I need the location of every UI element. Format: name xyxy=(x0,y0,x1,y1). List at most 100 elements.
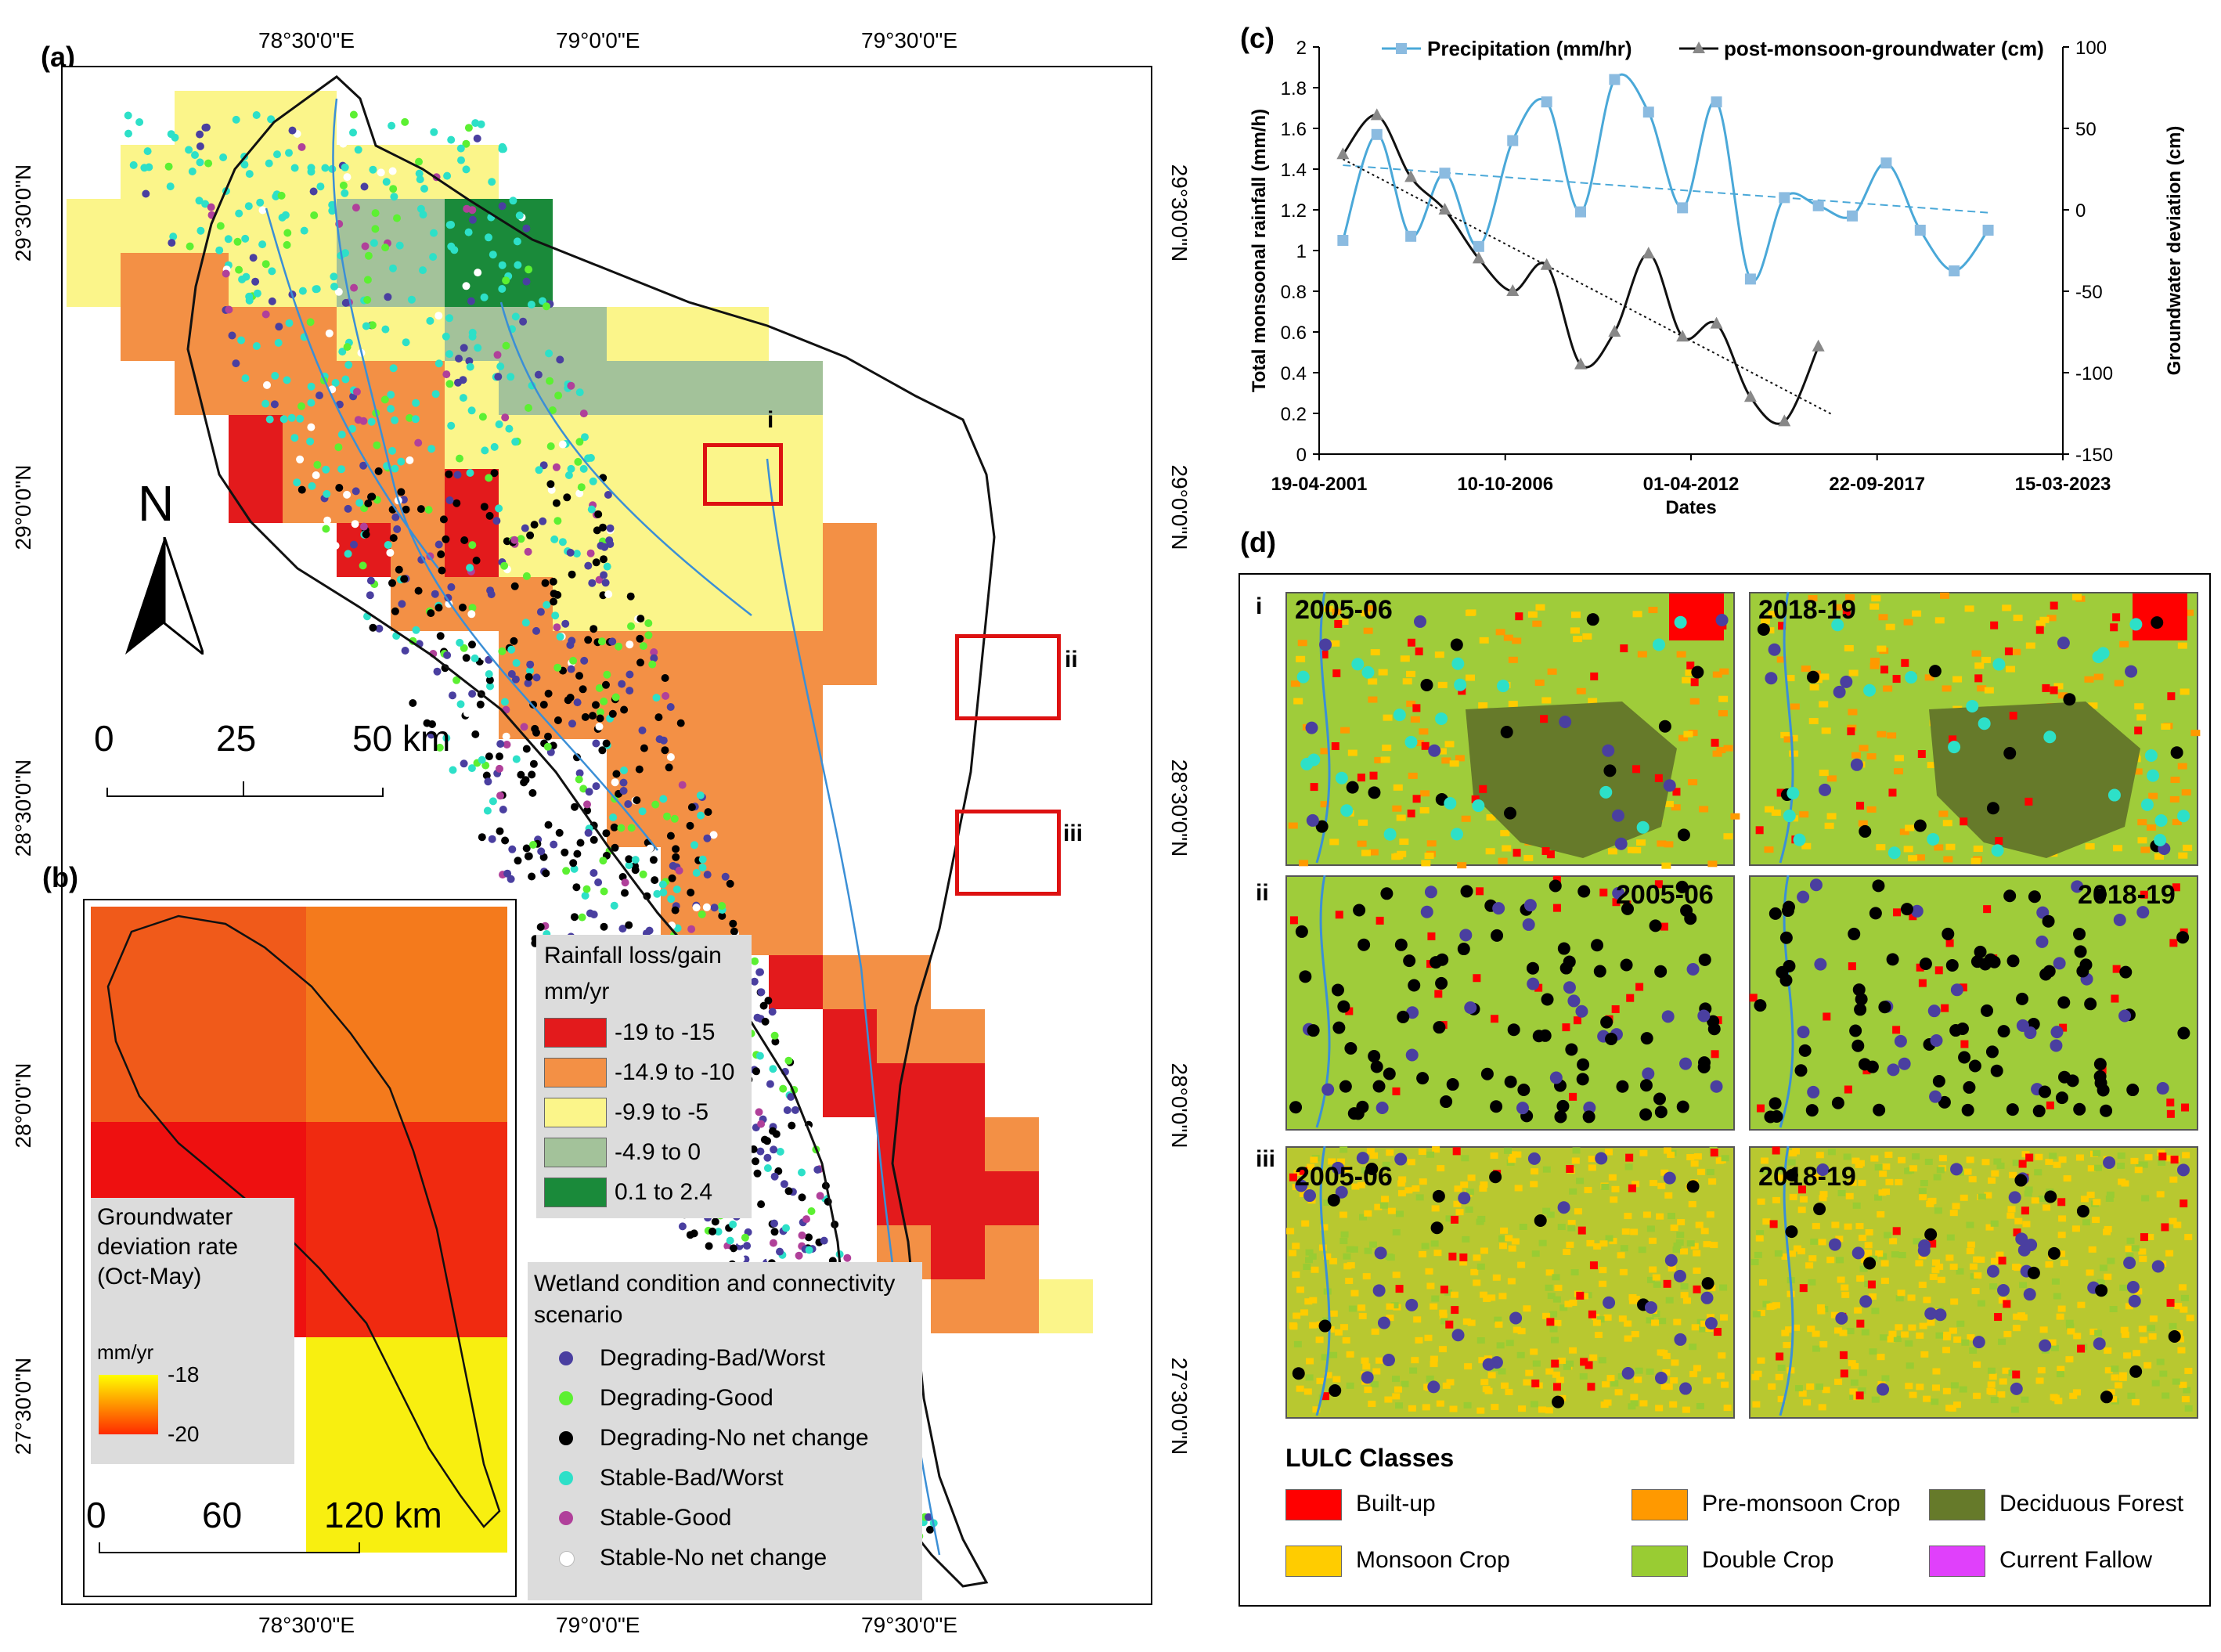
builtup-patch xyxy=(2003,1300,2011,1308)
wetland-point xyxy=(2028,890,2041,904)
crop-patch xyxy=(2035,620,2046,627)
crop-patch xyxy=(1619,1268,1628,1275)
wetland-point xyxy=(1433,1021,1446,1034)
crop-patch xyxy=(1424,853,1434,860)
gw-point xyxy=(1574,357,1588,370)
rainfall-cell xyxy=(769,523,823,577)
crop-patch xyxy=(1292,1271,1300,1279)
crop-patch xyxy=(1973,1256,1981,1263)
crop-patch xyxy=(1538,1406,1546,1413)
wetland-point xyxy=(2003,889,2017,903)
wetland-point xyxy=(612,770,621,778)
crop-patch xyxy=(1411,1357,1419,1364)
wetland-point xyxy=(322,465,330,474)
wetland-point xyxy=(459,603,467,611)
crop-patch xyxy=(1978,1193,1986,1200)
crop-patch xyxy=(1882,1189,1891,1196)
wetland-point xyxy=(502,732,510,741)
wetland-point xyxy=(341,375,350,384)
crop-patch xyxy=(1358,819,1368,826)
crop-patch xyxy=(2067,1328,2075,1335)
crop-patch xyxy=(1466,1189,1474,1196)
wetland-point xyxy=(621,878,629,887)
crop-patch xyxy=(1635,1367,1643,1374)
crop-patch xyxy=(1599,1267,1607,1274)
wetland-point xyxy=(633,796,641,805)
wetland-point xyxy=(1577,885,1591,898)
crop-patch xyxy=(1576,1178,1585,1185)
builtup-patch xyxy=(2025,1153,2034,1162)
builtup-patch xyxy=(1445,1320,1454,1329)
wetland-point xyxy=(626,640,634,649)
wetland-point xyxy=(1878,1001,1891,1014)
wetland-point xyxy=(2176,1163,2190,1177)
wetland-point xyxy=(447,421,456,430)
wetland-point xyxy=(1958,1051,1971,1064)
row-label-i: i xyxy=(1256,593,1263,619)
wetland-point xyxy=(1593,965,1606,978)
crop-patch xyxy=(1905,824,1915,831)
wetland-point xyxy=(354,416,362,424)
crop-patch xyxy=(1638,1246,1646,1253)
x-tick-label: 19-04-2001 xyxy=(1271,474,1368,495)
wetland-point xyxy=(2140,798,2154,811)
rainfall-cell xyxy=(985,1279,1039,1333)
wetland-point xyxy=(1859,1295,1873,1308)
crop-patch xyxy=(1859,1235,1867,1242)
wetland-point xyxy=(2147,769,2160,782)
wetland-point xyxy=(1340,804,1354,817)
wetland-point xyxy=(290,164,299,172)
wetland-point xyxy=(1852,983,1866,997)
wetland-point xyxy=(604,590,613,598)
crop-patch xyxy=(2104,1367,2113,1374)
crop-patch xyxy=(1927,1198,1935,1205)
wetland-point xyxy=(1851,1039,1865,1052)
crop-patch xyxy=(1340,1231,1349,1238)
crop-patch xyxy=(1480,1247,1488,1254)
crop-patch xyxy=(1628,1293,1637,1300)
wetland-point xyxy=(718,911,727,920)
crop-patch xyxy=(1993,1158,2002,1165)
crop-patch xyxy=(1940,592,1950,599)
crop-patch xyxy=(2054,1398,2063,1405)
crop-patch xyxy=(1637,651,1647,658)
wetland-point xyxy=(524,547,532,556)
crop-patch xyxy=(1323,1199,1332,1207)
crop-patch xyxy=(2138,1326,2147,1333)
wetland-point xyxy=(297,142,306,151)
wetland-point xyxy=(1968,1059,1981,1073)
crop-patch xyxy=(1856,1275,1865,1282)
wetland-point xyxy=(570,864,579,873)
builtup-patch xyxy=(1299,1167,1307,1175)
wetland-point xyxy=(2066,1074,2079,1088)
wetland-point xyxy=(375,624,384,633)
crop-patch xyxy=(1632,611,1642,618)
wetland-point xyxy=(555,828,564,837)
wetland-point xyxy=(600,697,608,705)
crop-patch xyxy=(2190,730,2201,737)
crop-patch xyxy=(1636,839,1646,846)
crop-patch xyxy=(2181,1396,2190,1403)
wetland-point xyxy=(1754,999,1767,1012)
wetland-point xyxy=(2044,1190,2057,1203)
wetland-point xyxy=(354,146,362,154)
wetland-point xyxy=(573,849,582,858)
wetland-point xyxy=(687,803,696,811)
builtup-patch xyxy=(1369,771,1378,780)
wetland-point xyxy=(753,1013,762,1022)
rainfall-cell xyxy=(175,145,229,199)
crop-patch xyxy=(1950,1298,1959,1305)
wetland-point xyxy=(1497,680,1510,693)
crop-patch xyxy=(1307,1163,1315,1170)
wetland-point xyxy=(1851,1246,1865,1260)
wetland-point xyxy=(569,859,578,867)
crop-patch xyxy=(1566,1241,1574,1248)
crop-patch xyxy=(1848,709,1858,716)
builtup-patch xyxy=(1448,1252,1457,1261)
wetland-point xyxy=(1420,905,1433,918)
wetland-point xyxy=(659,736,668,745)
wetland-point xyxy=(1948,741,1961,754)
crop-patch xyxy=(1337,1158,1346,1165)
builtup-patch xyxy=(1632,765,1641,774)
crop-patch xyxy=(1757,1309,1765,1316)
